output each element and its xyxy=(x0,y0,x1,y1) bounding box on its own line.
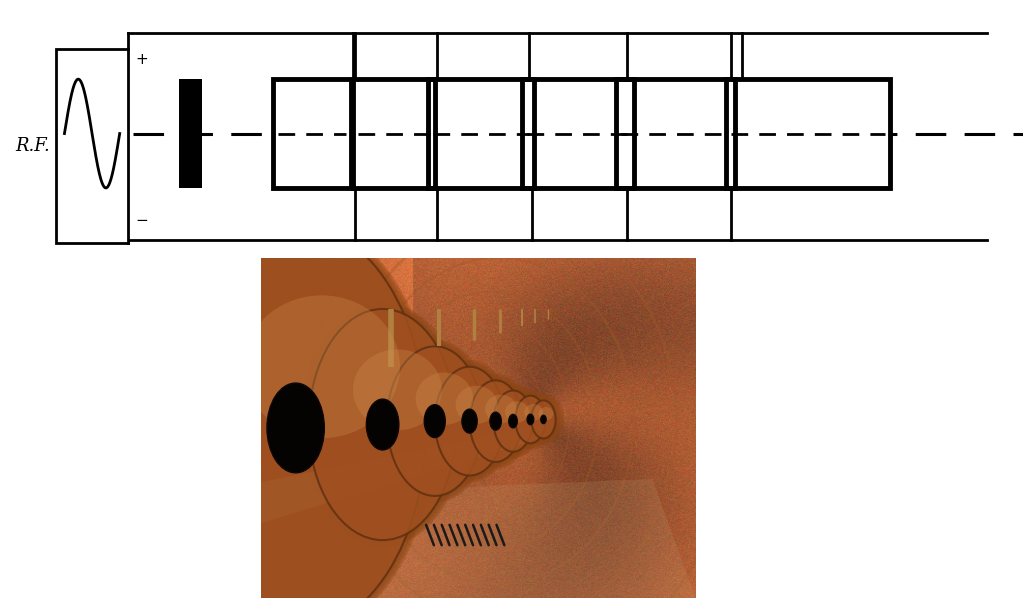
Bar xyxy=(179,79,202,188)
Bar xyxy=(56,49,128,243)
Ellipse shape xyxy=(157,217,435,607)
Ellipse shape xyxy=(525,404,542,421)
Ellipse shape xyxy=(425,405,445,438)
Ellipse shape xyxy=(460,373,531,469)
Bar xyxy=(353,79,435,188)
Ellipse shape xyxy=(163,222,429,607)
Ellipse shape xyxy=(527,414,534,425)
Text: R.F.: R.F. xyxy=(15,137,50,155)
Ellipse shape xyxy=(267,383,324,473)
Ellipse shape xyxy=(493,390,533,452)
Ellipse shape xyxy=(465,377,526,466)
Ellipse shape xyxy=(161,220,431,607)
Ellipse shape xyxy=(508,390,552,449)
Bar xyxy=(353,79,435,188)
Ellipse shape xyxy=(516,396,545,443)
Ellipse shape xyxy=(527,397,560,442)
Ellipse shape xyxy=(470,381,522,462)
Ellipse shape xyxy=(490,412,501,430)
Bar xyxy=(726,79,890,188)
Bar xyxy=(273,79,351,188)
Ellipse shape xyxy=(529,399,558,440)
Ellipse shape xyxy=(516,396,545,443)
Ellipse shape xyxy=(538,407,553,421)
Text: −: − xyxy=(135,212,147,228)
Ellipse shape xyxy=(379,339,491,503)
Ellipse shape xyxy=(302,304,463,545)
Ellipse shape xyxy=(309,309,456,540)
Ellipse shape xyxy=(508,415,518,428)
Ellipse shape xyxy=(385,345,485,498)
Ellipse shape xyxy=(429,362,510,481)
Ellipse shape xyxy=(531,401,555,438)
Ellipse shape xyxy=(309,309,456,540)
Ellipse shape xyxy=(381,341,489,501)
Ellipse shape xyxy=(463,375,528,467)
Bar xyxy=(616,79,735,188)
Ellipse shape xyxy=(383,343,487,500)
Ellipse shape xyxy=(431,364,508,479)
Ellipse shape xyxy=(510,392,550,447)
Ellipse shape xyxy=(531,401,555,438)
Ellipse shape xyxy=(525,395,563,444)
Bar xyxy=(428,79,534,188)
Ellipse shape xyxy=(485,384,541,458)
Ellipse shape xyxy=(514,394,548,445)
Polygon shape xyxy=(261,479,696,598)
Ellipse shape xyxy=(455,386,497,424)
Ellipse shape xyxy=(353,350,442,430)
Ellipse shape xyxy=(433,365,506,477)
Ellipse shape xyxy=(387,347,483,496)
Ellipse shape xyxy=(387,347,483,496)
Ellipse shape xyxy=(300,302,465,547)
Ellipse shape xyxy=(493,390,533,452)
Ellipse shape xyxy=(305,305,460,543)
Ellipse shape xyxy=(468,379,524,464)
Ellipse shape xyxy=(435,367,504,475)
Ellipse shape xyxy=(159,219,433,607)
Ellipse shape xyxy=(166,224,426,607)
Bar xyxy=(726,79,890,188)
Ellipse shape xyxy=(523,393,565,446)
Ellipse shape xyxy=(166,224,426,607)
Text: +: + xyxy=(135,52,147,67)
Bar xyxy=(616,79,735,188)
Polygon shape xyxy=(261,428,531,523)
Bar xyxy=(428,79,534,188)
Ellipse shape xyxy=(435,367,504,475)
Ellipse shape xyxy=(426,360,513,483)
Ellipse shape xyxy=(489,387,537,455)
Ellipse shape xyxy=(485,395,517,423)
Ellipse shape xyxy=(470,381,522,462)
Ellipse shape xyxy=(366,399,399,450)
Ellipse shape xyxy=(541,415,546,424)
Ellipse shape xyxy=(462,409,477,433)
Ellipse shape xyxy=(415,373,473,425)
Ellipse shape xyxy=(243,296,400,438)
Bar xyxy=(273,79,351,188)
Bar xyxy=(522,79,634,188)
Ellipse shape xyxy=(487,385,539,457)
Ellipse shape xyxy=(491,389,535,453)
Ellipse shape xyxy=(506,389,554,450)
Ellipse shape xyxy=(307,307,458,542)
Ellipse shape xyxy=(505,401,529,422)
Bar xyxy=(522,79,634,188)
